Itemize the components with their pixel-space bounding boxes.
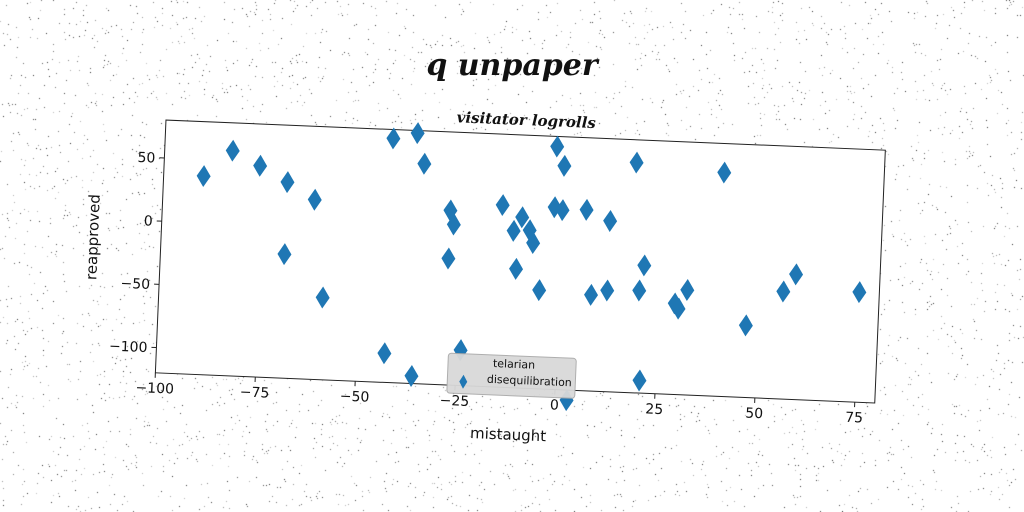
- data-point: [600, 279, 615, 302]
- x-tick-label: 50: [745, 406, 763, 423]
- x-axis-label: mistaught: [470, 424, 547, 445]
- legend-label: telariandisequilibration: [487, 357, 573, 390]
- x-tick-label: −75: [240, 384, 270, 401]
- data-point: [671, 297, 686, 320]
- y-axis-label: reapproved: [82, 194, 104, 281]
- data-point: [196, 165, 211, 188]
- data-point: [522, 219, 537, 242]
- data-point: [603, 209, 618, 232]
- x-tick-label: −25: [439, 393, 469, 410]
- x-axis: −100 −75 −50 −25 0 25 50 75: [135, 372, 863, 427]
- x-tick-label: −50: [339, 389, 369, 406]
- data-point: [789, 263, 804, 286]
- data-point: [667, 292, 682, 315]
- x-tick-label: 75: [845, 410, 863, 427]
- data-point: [637, 254, 652, 277]
- data-point: [443, 199, 458, 222]
- data-point: [446, 213, 461, 236]
- legend-marker: [459, 374, 468, 389]
- data-point: [526, 232, 541, 255]
- legend: telariandisequilibration: [446, 352, 577, 399]
- y-axis: 50 0 −50 −100: [109, 150, 165, 357]
- data-point: [225, 139, 240, 162]
- data-point: [277, 243, 292, 266]
- y-tick-label: −50: [120, 276, 150, 293]
- data-point: [629, 151, 644, 174]
- data-point: [417, 152, 432, 175]
- y-tick-label: 50: [137, 150, 155, 167]
- data-point: [547, 196, 562, 219]
- data-point: [532, 279, 547, 302]
- y-tick-label: 0: [143, 213, 153, 229]
- data-point: [776, 280, 791, 303]
- data-point: [717, 161, 732, 184]
- data-point: [680, 279, 695, 302]
- data-point: [495, 194, 510, 217]
- data-point: [280, 171, 295, 194]
- x-tick-label: 0: [550, 397, 560, 413]
- legend-box: [446, 352, 577, 399]
- data-point: [550, 135, 565, 158]
- data-point: [386, 127, 401, 150]
- data-point: [557, 154, 572, 177]
- data-point: [253, 154, 268, 177]
- data-point: [632, 369, 647, 392]
- data-point: [852, 281, 867, 304]
- x-tick-label: 25: [645, 401, 663, 418]
- data-point: [315, 286, 330, 309]
- data-point: [410, 122, 425, 145]
- data-point: [738, 314, 753, 337]
- x-tick-label: −100: [135, 380, 174, 398]
- data-point: [555, 199, 570, 222]
- chart-subtitle: visitator logrolls: [456, 108, 596, 132]
- data-point: [441, 247, 456, 270]
- data-point: [377, 342, 392, 365]
- data-point: [509, 257, 524, 280]
- data-point: [307, 188, 322, 211]
- y-tick-label: −100: [109, 339, 148, 357]
- data-point: [404, 364, 419, 387]
- data-point: [579, 198, 594, 221]
- data-point: [632, 279, 647, 302]
- data-point: [515, 206, 530, 229]
- data-point: [584, 283, 599, 306]
- figure-title: q unpaper: [426, 48, 598, 83]
- data-point: [506, 219, 521, 242]
